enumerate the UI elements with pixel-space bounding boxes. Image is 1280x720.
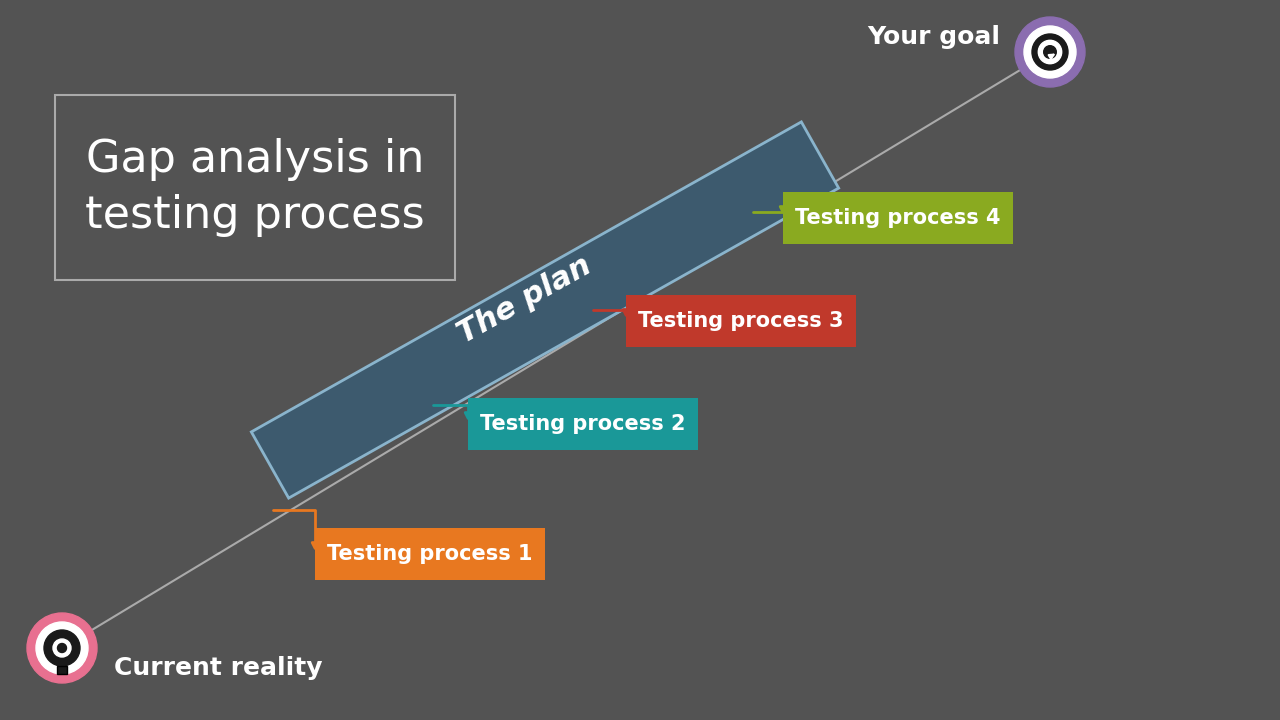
Circle shape	[44, 630, 79, 666]
Circle shape	[27, 613, 97, 683]
FancyBboxPatch shape	[626, 295, 856, 347]
FancyBboxPatch shape	[783, 192, 1012, 244]
Text: Gap analysis in
testing process: Gap analysis in testing process	[86, 138, 425, 238]
Circle shape	[36, 622, 88, 674]
Circle shape	[1038, 40, 1061, 63]
Text: Testing process 2: Testing process 2	[480, 414, 686, 434]
Circle shape	[1032, 34, 1068, 70]
FancyBboxPatch shape	[58, 666, 67, 674]
FancyBboxPatch shape	[315, 528, 545, 580]
Circle shape	[52, 639, 70, 657]
FancyBboxPatch shape	[468, 398, 698, 450]
Text: Testing process 4: Testing process 4	[795, 208, 1001, 228]
Text: Current reality: Current reality	[114, 656, 323, 680]
Text: Testing process 3: Testing process 3	[639, 311, 844, 331]
Circle shape	[1015, 17, 1085, 87]
Circle shape	[1043, 45, 1056, 58]
FancyBboxPatch shape	[55, 95, 454, 280]
Polygon shape	[251, 122, 838, 498]
Text: Testing process 1: Testing process 1	[328, 544, 532, 564]
Circle shape	[1024, 26, 1076, 78]
Text: Your goal: Your goal	[867, 25, 1000, 49]
Text: The plan: The plan	[453, 251, 596, 349]
Circle shape	[58, 644, 67, 652]
